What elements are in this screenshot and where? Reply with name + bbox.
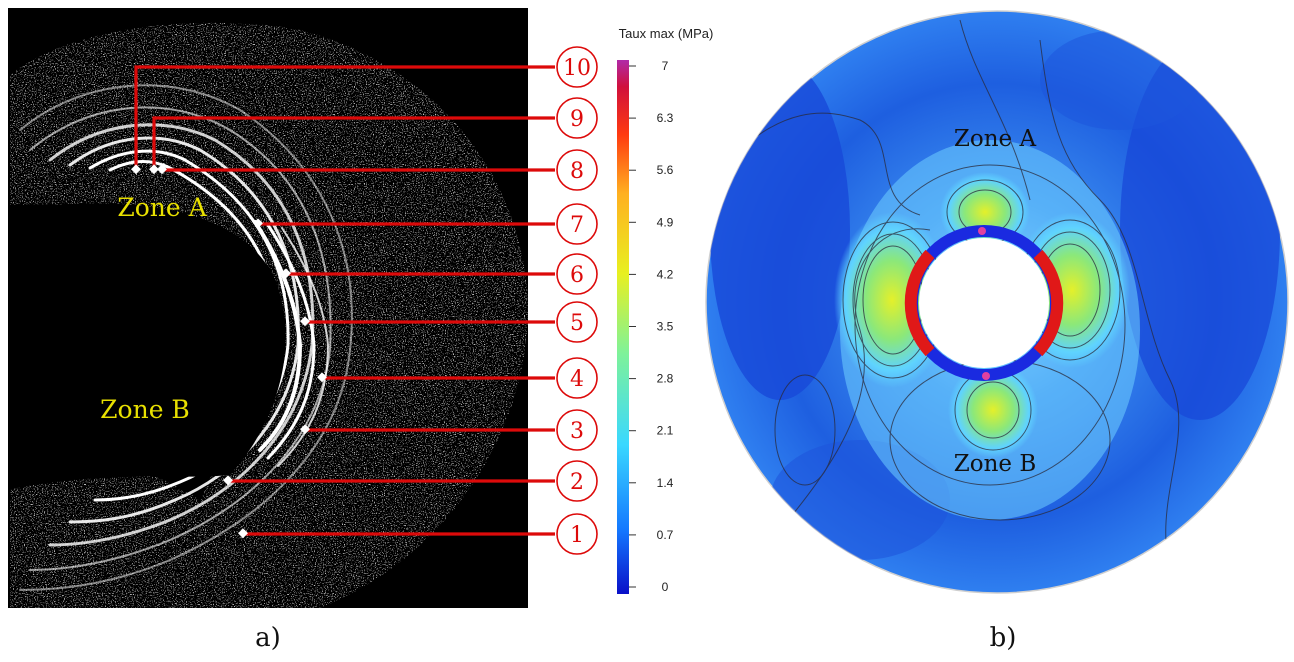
caption-a: a) xyxy=(255,623,281,653)
svg-text:9: 9 xyxy=(570,107,584,132)
svg-text:8: 8 xyxy=(570,159,584,184)
colorbar: Taux max (MPa) 7 6.3 5.6 4.9 4.2 3.5 2.8 2.1 1.4… xyxy=(617,26,713,594)
svg-text:6: 6 xyxy=(570,263,584,288)
point-1: 1 xyxy=(556,513,598,555)
colorbar-ticks: 7 6.3 5.6 4.9 4.2 3.5 2.8 2.1 1.4 0.7 0 xyxy=(629,59,674,594)
colorbar-tick-label: 2.1 xyxy=(657,424,674,438)
point-6: 6 xyxy=(556,253,598,295)
hole xyxy=(919,238,1049,368)
point-8: 8 xyxy=(556,149,598,191)
colorbar-tick-label: 4.9 xyxy=(657,215,674,229)
panel-b-image: Zone A Zone B xyxy=(705,10,1289,594)
colorbar-tick-label: 4.2 xyxy=(657,267,674,281)
svg-text:5: 5 xyxy=(570,311,584,336)
colorbar-tick-label: 0.7 xyxy=(657,528,674,542)
zone-b-label-b: Zone B xyxy=(954,451,1036,477)
zone-a-label-b: Zone A xyxy=(954,126,1037,152)
svg-text:7: 7 xyxy=(570,213,584,238)
point-3: 3 xyxy=(556,409,598,451)
svg-text:1: 1 xyxy=(570,523,584,548)
colorbar-tick-label: 2.8 xyxy=(657,372,674,386)
point-leaders xyxy=(131,65,555,539)
colorbar-tick-label: 6.3 xyxy=(657,111,674,125)
point-5: 5 xyxy=(556,301,598,343)
colorbar-tick-label: 1.4 xyxy=(657,476,674,490)
panel-a-image: Zone A Zone B xyxy=(8,8,528,608)
colorbar-gradient xyxy=(617,60,629,594)
point-7: 7 xyxy=(556,203,598,245)
point-9: 9 xyxy=(556,97,598,139)
point-2: 2 xyxy=(556,460,598,502)
svg-text:2: 2 xyxy=(570,470,584,495)
point-10: 10 xyxy=(556,46,598,88)
colorbar-tick-label: 3.5 xyxy=(657,320,674,334)
colorbar-tick-label: 0 xyxy=(662,580,669,594)
point-circles: 10 9 8 7 6 5 4 3 xyxy=(556,46,598,555)
zone-a-label-a: Zone A xyxy=(117,193,207,222)
colorbar-title: Taux max (MPa) xyxy=(619,26,714,41)
svg-text:4: 4 xyxy=(570,367,584,392)
svg-text:10: 10 xyxy=(563,56,591,81)
zone-b-label-a: Zone B xyxy=(100,395,190,424)
colorbar-tick-label: 7 xyxy=(662,59,669,73)
caption-b: b) xyxy=(990,623,1017,653)
point-4: 4 xyxy=(556,357,598,399)
colorbar-tick-label: 5.6 xyxy=(657,163,674,177)
svg-text:3: 3 xyxy=(570,419,584,444)
